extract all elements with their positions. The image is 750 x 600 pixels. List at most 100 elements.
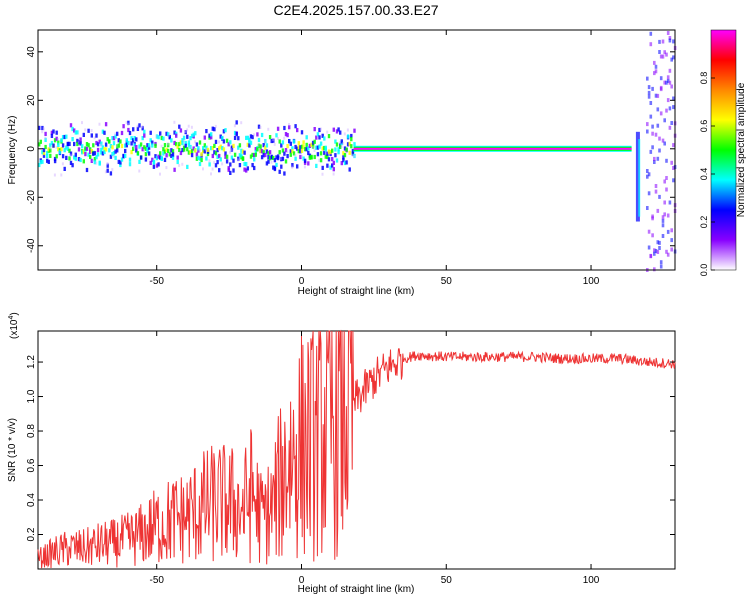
spectrogram-cell	[225, 154, 229, 159]
spectrogram-cell	[294, 124, 297, 129]
spectrogram-cell	[253, 157, 256, 162]
spectrogram-cell	[342, 141, 345, 145]
spectrogram-cell	[264, 140, 267, 144]
spectrogram-cell	[77, 147, 81, 152]
spectrogram-cell	[216, 154, 219, 159]
spectrogram-cell	[200, 152, 203, 157]
spectrogram-cell	[647, 172, 651, 177]
spectrogram-cell	[238, 153, 242, 158]
y-tick-label: 0	[26, 146, 37, 152]
spectrogram-cell	[138, 159, 141, 164]
spectrogram-cell	[49, 153, 52, 158]
spectrogram-cell	[649, 149, 653, 154]
spectrogram-cell	[659, 260, 663, 265]
spectrogram-cell	[208, 162, 211, 167]
spectrogram-cell	[46, 150, 49, 156]
spectrogram-cell	[157, 135, 160, 140]
spectrogram-cell	[240, 153, 243, 158]
spectrogram-cell	[305, 142, 308, 147]
spectrogram-cell	[181, 138, 184, 143]
spectrogram-cell	[299, 149, 302, 154]
spectrogram-cell	[307, 146, 310, 151]
spectrogram-cell	[259, 126, 262, 129]
y-tick-label: -40	[26, 238, 37, 253]
spectrogram-cell	[76, 130, 79, 135]
spectrogram-cell	[651, 124, 654, 129]
spectrogram-cell	[211, 126, 214, 131]
spectrogram-cell	[184, 140, 187, 146]
spectrogram-cell	[84, 146, 87, 151]
colorbar-gradient	[710, 29, 737, 271]
spectrogram-cell	[219, 157, 222, 162]
spectrogram-cell	[280, 164, 283, 169]
spectrogram-cell	[154, 143, 157, 148]
spectrogram-cell	[281, 148, 285, 153]
spectrogram-cell	[653, 60, 656, 65]
spectrogram-cell	[329, 150, 332, 155]
spectrogram-cell	[286, 154, 289, 159]
spectrogram-cell	[661, 39, 665, 44]
spectrogram-cell	[670, 238, 673, 243]
spectrogram-cell	[197, 155, 200, 160]
spectrogram-cell	[128, 130, 132, 136]
spectrogram-cell	[52, 129, 55, 134]
spectrogram-cell	[305, 147, 308, 152]
spectrogram-cell	[254, 150, 257, 155]
spectrogram-cell	[240, 121, 243, 125]
spectrogram-cell	[264, 152, 267, 158]
spectrogram-cell	[666, 229, 670, 234]
spectrogram-cell	[100, 147, 103, 152]
spectrogram-cell	[173, 140, 176, 146]
spectrogram-cell	[87, 128, 90, 133]
spectrogram-cell	[303, 158, 307, 163]
spectrogram-cell	[651, 86, 654, 91]
spectrogram-cell	[297, 145, 300, 150]
spectrogram-cell	[89, 149, 92, 154]
spectrogram-cell	[281, 156, 285, 161]
spectrogram-cell	[316, 145, 320, 150]
spectrogram-cell	[187, 140, 191, 145]
spectrogram-cell	[661, 215, 665, 220]
spectrogram-cell	[315, 163, 318, 168]
spectrogram-cell	[343, 146, 347, 151]
spectrogram-cell	[658, 194, 661, 199]
spectrogram-cell	[87, 143, 90, 148]
spectrogram-cell	[668, 106, 672, 111]
spectrogram-cell	[227, 166, 230, 171]
spectrogram-cell	[319, 141, 323, 146]
spectrogram-cell	[260, 155, 264, 160]
spectrogram-cell	[60, 173, 63, 177]
spectrogram-cell	[665, 52, 668, 57]
spectrogram-cell	[198, 156, 202, 161]
spectrogram-cell	[149, 130, 152, 135]
spectrogram-cell	[170, 153, 173, 158]
spectrogram-cell	[656, 240, 660, 245]
spectrogram-cell	[300, 144, 304, 149]
spectrogram-cell	[653, 248, 656, 253]
spectrogram-cell	[337, 147, 340, 152]
spectrogram-cell	[233, 152, 237, 157]
spectrogram-cell	[160, 144, 163, 148]
spectrogram-cell	[81, 121, 83, 125]
spectrogram-cell	[71, 137, 74, 142]
spectrogram-cell	[187, 124, 190, 128]
spectrogram-cell	[151, 140, 154, 145]
spectrogram-cell	[654, 184, 658, 188]
spectrogram-cell	[303, 147, 307, 152]
spectrogram-cell	[245, 162, 248, 167]
spectrogram-cell	[246, 135, 249, 140]
spectrogram-cell	[241, 149, 245, 154]
spectrogram-cell	[41, 130, 44, 134]
spectrogram-cell	[139, 142, 143, 147]
spectrogram-cell	[289, 152, 292, 157]
spectrogram-cell	[55, 136, 58, 141]
spectrogram-cell	[200, 157, 203, 163]
colorbar-tick-label: 0.4	[699, 168, 709, 181]
spectrogram-cell	[138, 123, 141, 128]
spectrogram-cell	[296, 164, 299, 169]
spectrogram-cell	[90, 149, 93, 154]
spectrogram-cell	[71, 163, 74, 168]
spectrogram-cell	[345, 147, 348, 152]
spectrogram-cell	[218, 168, 221, 173]
spectrogram-cell	[218, 153, 221, 159]
